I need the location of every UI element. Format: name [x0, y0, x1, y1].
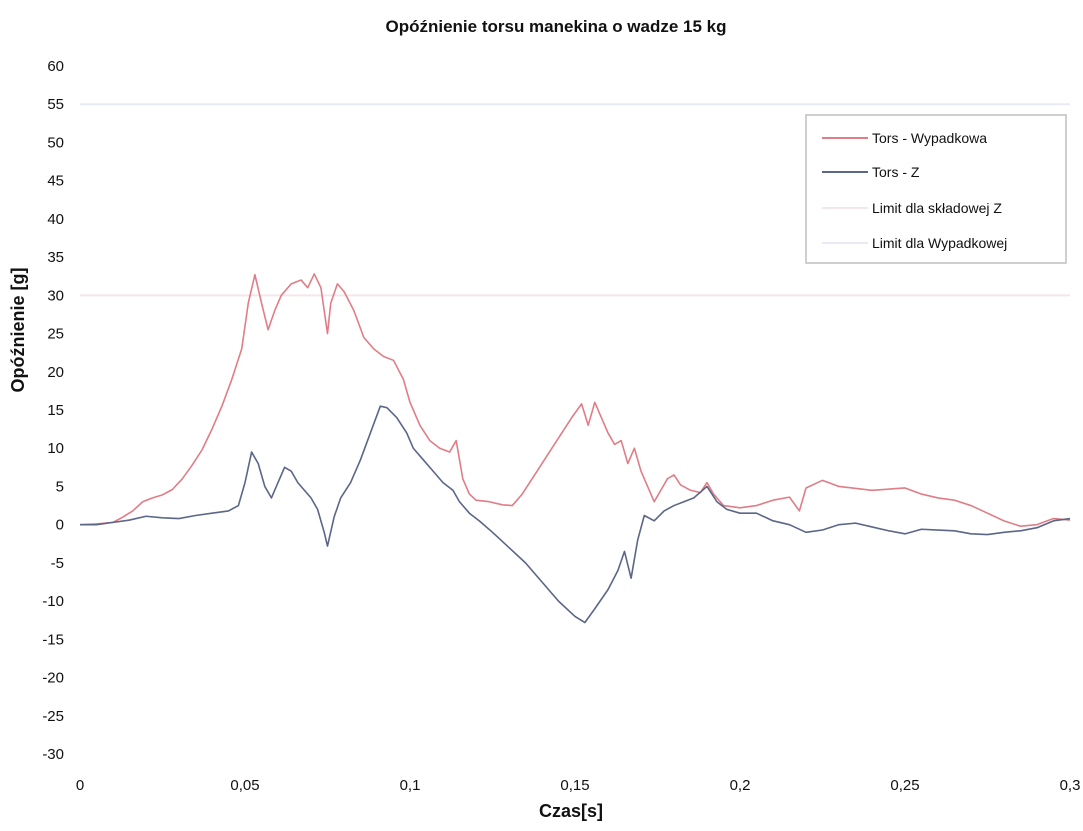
y-tick-label: 40: [47, 211, 64, 228]
y-tick-label: 55: [47, 96, 64, 113]
y-axis-label: Opóźnienie [g]: [8, 268, 28, 393]
x-tick-label: 0,25: [890, 777, 919, 794]
x-tick-label: 0: [76, 777, 84, 794]
y-tick-label: -10: [42, 593, 64, 610]
legend-label-wypadkowa: Tors - Wypadkowa: [872, 130, 987, 146]
y-tick-label: 20: [47, 364, 64, 381]
series-line-tors-wypadkowa: [79, 273, 1071, 528]
y-tick-label: 30: [47, 287, 64, 304]
y-tick-label: 15: [47, 402, 64, 419]
y-tick-label: -30: [42, 746, 64, 763]
legend-label-limit-z: Limit dla składowej Z: [872, 200, 1002, 216]
y-tick-label: 5: [56, 478, 64, 495]
chart-title: Opóźnienie torsu manekina o wadze 15 kg: [385, 17, 726, 36]
plot-lines: [79, 103, 1071, 624]
y-tick-label: 25: [47, 326, 64, 343]
legend: Tors - Wypadkowa Tors - Z Limit dla skła…: [805, 114, 1067, 264]
y-tick-label: -5: [51, 555, 64, 572]
x-axis-label: Czas[s]: [539, 801, 603, 821]
legend-label-limit-wypadkowa: Limit dla Wypadkowej: [872, 235, 1007, 251]
y-tick-label: -15: [42, 631, 64, 648]
y-tick-label: 45: [47, 173, 64, 190]
y-tick-label: -25: [42, 708, 64, 725]
x-tick-label: 0,2: [730, 777, 751, 794]
series-line-tors-z: [80, 405, 1071, 624]
y-tick-label: 0: [56, 517, 64, 534]
x-tick-label: 0,1: [400, 777, 421, 794]
x-tick-label: 0,15: [560, 777, 589, 794]
y-tick-label: 10: [47, 440, 64, 457]
y-tick-label: -20: [42, 670, 64, 687]
y-tick-label: 35: [47, 249, 64, 266]
x-tick-label: 0,3: [1060, 777, 1081, 794]
y-tick-label: 50: [47, 134, 64, 151]
legend-label-z: Tors - Z: [872, 164, 920, 180]
x-tick-label: 0,05: [230, 777, 259, 794]
y-axis-ticks: 605550454035302520151050-5-10-15-20-25-3…: [42, 58, 64, 763]
legend-box: [805, 114, 1067, 264]
x-axis-ticks: 0 0,05 0,1 0,15 0,2 0,25 0,3: [76, 777, 1081, 794]
y-tick-label: 60: [47, 58, 64, 75]
